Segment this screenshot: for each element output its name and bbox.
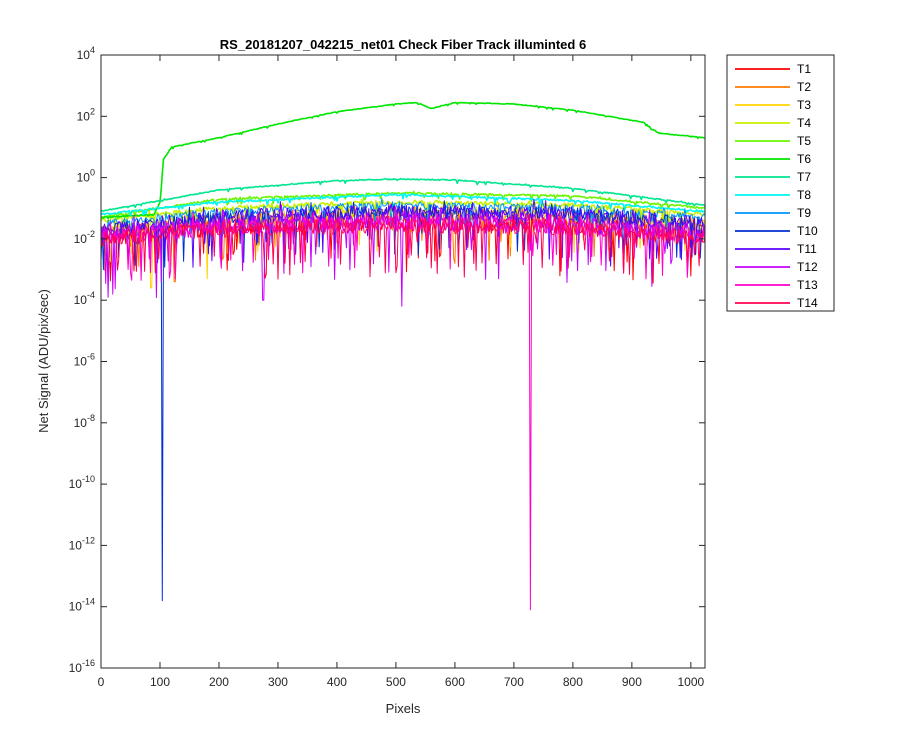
y-tick-label: 10-16 — [69, 658, 95, 675]
legend-label: T9 — [797, 206, 811, 220]
legend: T1 T2 T3 T4 T5 T6 T7 T8 T9 T10 T11 T12 T13 T14 — [726, 54, 835, 312]
legend-label: T5 — [797, 134, 811, 148]
plot-area — [101, 55, 705, 668]
series-line-t14 — [100, 213, 706, 280]
y-axis-label: Net Signal (ADU/pix/sec) — [36, 289, 51, 433]
x-tick-label: 800 — [563, 675, 583, 689]
y-tick-label: 10-12 — [69, 535, 95, 552]
series-line-t5 — [100, 190, 706, 220]
y-tick-label: 10-6 — [74, 352, 95, 369]
series-line-t6 — [100, 101, 706, 220]
legend-label: T6 — [797, 152, 811, 166]
y-tick-label: 10-2 — [74, 229, 95, 246]
y-tick-label: 10-14 — [69, 597, 95, 614]
y-tick-label: 10-8 — [74, 413, 95, 430]
x-tick-label: 900 — [622, 675, 642, 689]
x-tick-label: 0 — [98, 675, 105, 689]
y-tick-label: 10-4 — [74, 290, 95, 307]
y-tick-label: 100 — [77, 168, 95, 185]
series-line-t4 — [100, 198, 706, 236]
x-tick-label: 500 — [386, 675, 406, 689]
legend-label: T3 — [797, 98, 811, 112]
series-line-t11 — [100, 199, 706, 268]
x-tick-label: 100 — [150, 675, 170, 689]
legend-label: T8 — [797, 188, 811, 202]
x-tick-label: 200 — [209, 675, 229, 689]
series-line-t10 — [100, 200, 706, 602]
y-tick-label: 10-10 — [69, 474, 95, 491]
chart-title: RS_20181207_042215_net01 Check Fiber Tra… — [220, 37, 586, 52]
legend-label: T2 — [797, 80, 811, 94]
legend-box — [726, 54, 835, 312]
series-line-t7 — [100, 177, 706, 212]
x-tick-label: 400 — [327, 675, 347, 689]
legend-label: T11 — [797, 242, 817, 256]
axes: 0 100 200 300 400 500 600 700 800 900 1000 104 102 10… — [69, 45, 706, 689]
legend-label: T1 — [797, 62, 811, 76]
legend-label: T13 — [797, 278, 818, 292]
x-axis-label: Pixels — [386, 701, 421, 716]
legend-label: T4 — [797, 116, 811, 130]
series-line-t8 — [100, 192, 706, 217]
series-lines — [100, 101, 706, 611]
y-tick-label: 104 — [77, 45, 95, 62]
legend-label: T7 — [797, 170, 811, 184]
axis-ticks: 0 100 200 300 400 500 600 700 800 900 1000 104 102 10… — [69, 45, 705, 689]
x-tick-label: 600 — [445, 675, 465, 689]
legend-label: T10 — [797, 224, 818, 238]
x-tick-label: 700 — [504, 675, 524, 689]
y-tick-label: 102 — [77, 106, 95, 123]
x-tick-label: 300 — [268, 675, 288, 689]
x-tick-label: 1000 — [677, 675, 704, 689]
legend-label: T12 — [797, 260, 818, 274]
legend-label: T14 — [797, 296, 818, 310]
